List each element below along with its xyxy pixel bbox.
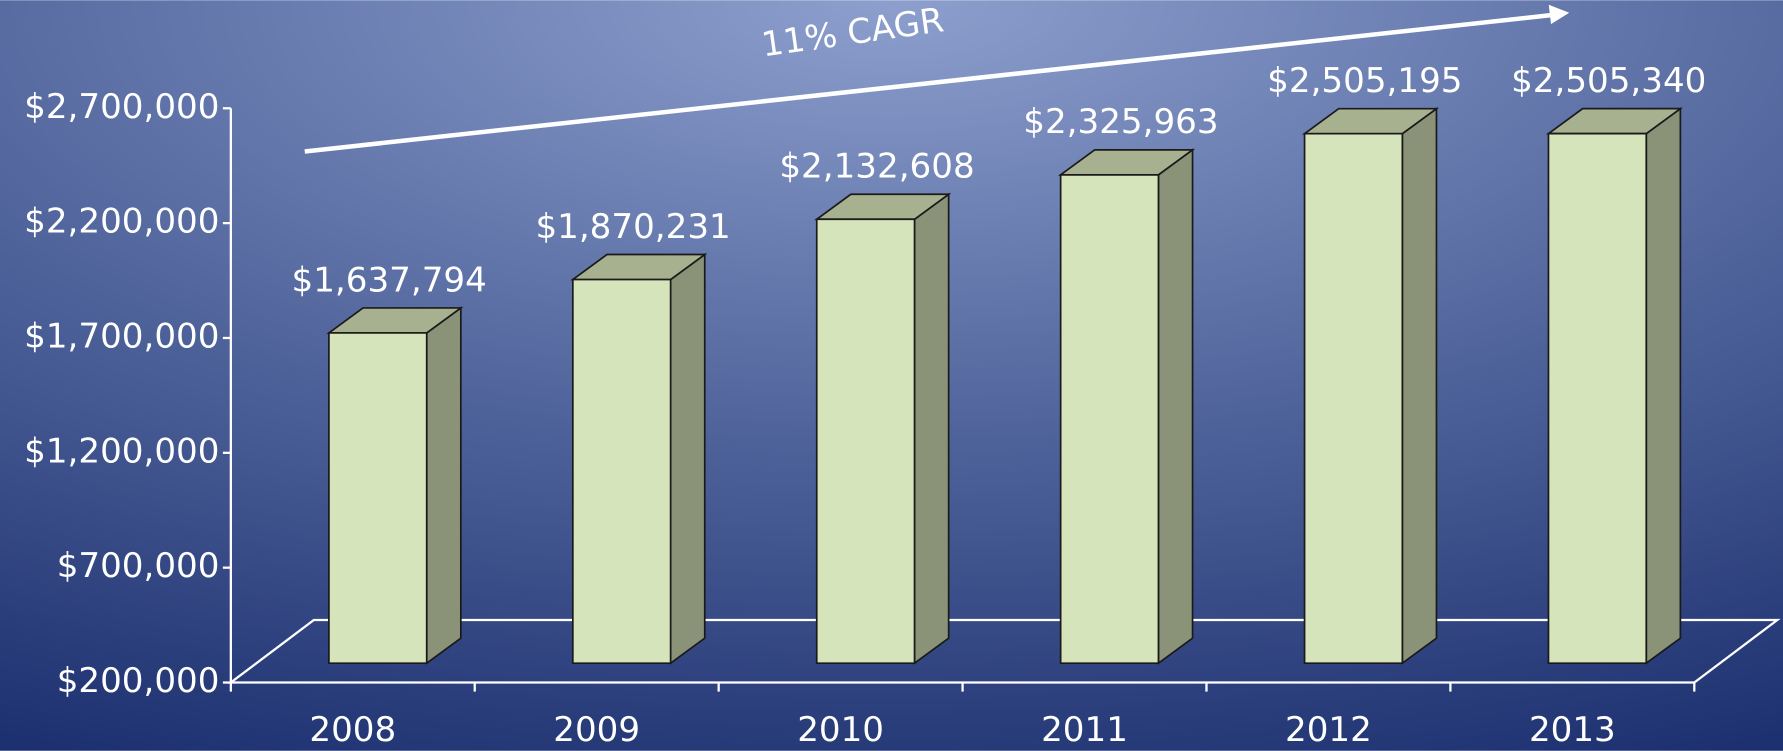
bar-front [1547,132,1648,665]
bar [814,192,952,665]
bar-side [425,306,462,665]
bar-front [1059,174,1160,665]
x-tick-label: 2011 [1041,710,1128,750]
value-label: $1,870,231 [535,207,730,247]
bar-front [1303,132,1404,665]
cagr-arrow [304,12,1553,154]
bar-front [815,218,916,665]
y-tick-label: $700,000 [57,546,220,586]
bar-side [1157,148,1194,665]
arrow-head [1548,4,1570,25]
y-tick-label: $2,200,000 [24,202,219,242]
value-label: $2,325,963 [1023,102,1218,142]
x-tick-label: 2010 [797,710,884,750]
y-tick-label: $1,700,000 [24,316,219,356]
bar-side [669,252,706,665]
bar-front [571,278,672,665]
bar [1545,106,1683,665]
value-label: $2,505,195 [1267,61,1462,101]
bar [326,306,464,665]
y-tick-label: $2,700,000 [24,87,219,127]
x-tick-label: 2012 [1285,710,1372,750]
bar-side [1401,106,1438,665]
y-tick-label: $200,000 [57,661,220,701]
value-label: $2,132,608 [779,147,974,187]
x-tick-label: 2013 [1529,710,1616,750]
bar-side [1645,106,1682,665]
bar [1301,106,1440,665]
x-tick-label: 2008 [309,710,396,750]
bar-front [328,332,428,665]
bar [570,252,708,665]
x-tick-label: 2009 [553,710,640,750]
bar [1058,148,1196,665]
y-tick-label: $1,200,000 [24,431,219,471]
value-label: $2,505,340 [1511,61,1706,101]
bar-side [913,192,950,665]
value-label: $1,637,794 [292,260,487,300]
